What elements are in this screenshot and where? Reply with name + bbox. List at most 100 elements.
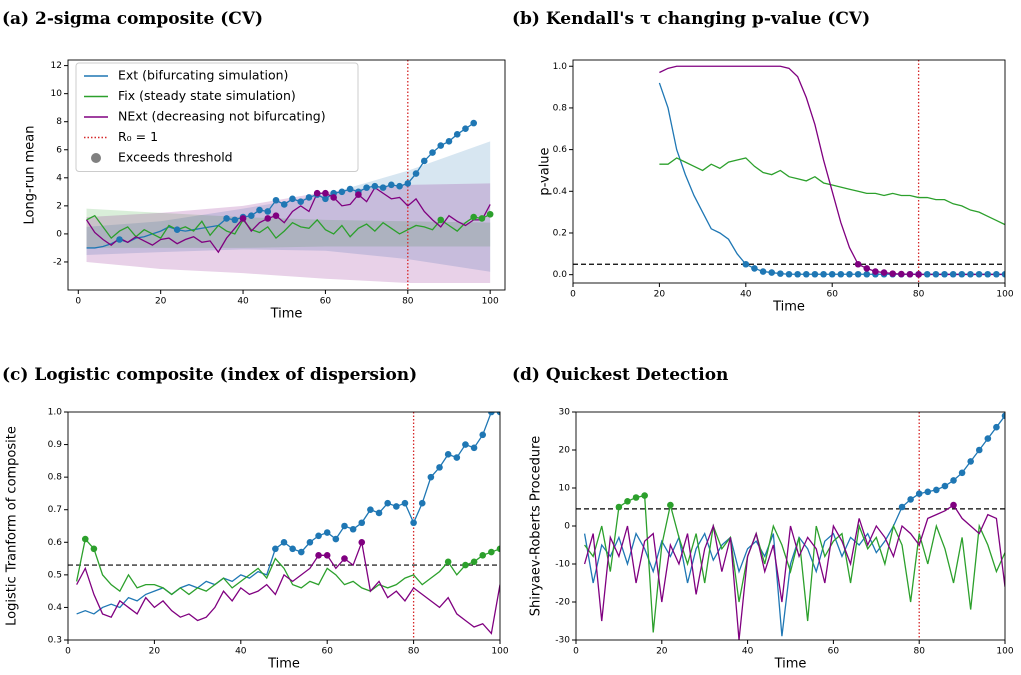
exceeds-marker bbox=[272, 545, 279, 553]
exceeds-marker bbox=[437, 142, 445, 149]
y-axis-label: Logistic Tranform of composite bbox=[5, 426, 20, 626]
exceeds-marker bbox=[837, 270, 845, 278]
exceeds-marker bbox=[412, 170, 420, 177]
exceeds-marker bbox=[410, 519, 417, 527]
exceeds-marker bbox=[898, 503, 906, 511]
x-tick-label: 20 bbox=[656, 647, 668, 657]
exceeds-marker bbox=[923, 270, 931, 278]
exceeds-marker bbox=[363, 184, 370, 191]
panel: (a) 2-sigma composite (CV)0 20 40 60 80 100-2… bbox=[2, 9, 506, 322]
x-tick-label: 100 bbox=[996, 290, 1013, 300]
panel-title: (a) 2-sigma composite (CV) bbox=[2, 9, 263, 29]
sigma-band bbox=[86, 208, 491, 248]
x-tick-label: 20 bbox=[155, 297, 167, 307]
panel: (b) Kendall's τ changing p-value (CV) 0 20… bbox=[512, 9, 1014, 315]
x-tick-label: 0 bbox=[75, 297, 81, 307]
exceeds-marker bbox=[984, 270, 992, 278]
exceeds-marker bbox=[932, 270, 940, 278]
exceeds-marker bbox=[751, 265, 758, 272]
exceeds-marker bbox=[479, 552, 487, 559]
exceeds-marker bbox=[315, 532, 322, 540]
x-tick-label: 80 bbox=[913, 647, 925, 657]
exceeds-marker bbox=[355, 191, 362, 198]
exceeds-marker bbox=[907, 496, 914, 503]
y-tick-label: 0.4 bbox=[48, 603, 63, 613]
exceeds-marker bbox=[872, 268, 879, 275]
exceeds-marker bbox=[264, 215, 272, 222]
exceeds-marker bbox=[247, 212, 255, 219]
y-tick-label: 10 bbox=[559, 484, 571, 494]
y-tick-label: 12 bbox=[51, 61, 62, 71]
y-tick-label: 0 bbox=[564, 522, 570, 532]
exceeds-marker bbox=[820, 270, 827, 278]
y-tick-label: -30 bbox=[555, 636, 570, 646]
y-tick-label: 10 bbox=[51, 89, 63, 99]
x-axis-label: Time bbox=[270, 307, 303, 322]
x-tick-label: 60 bbox=[321, 647, 333, 657]
exceeds-marker bbox=[444, 451, 452, 458]
exceeds-marker bbox=[239, 215, 247, 222]
exceeds-marker bbox=[289, 195, 296, 203]
exceeds-marker bbox=[759, 268, 767, 275]
exceeds-marker bbox=[330, 194, 337, 201]
exceeds-marker bbox=[393, 503, 400, 510]
exceeds-marker bbox=[915, 271, 922, 278]
exceeds-marker bbox=[297, 548, 305, 556]
exceeds-marker bbox=[958, 469, 966, 477]
exceeds-marker bbox=[272, 212, 280, 219]
x-tick-label: 40 bbox=[740, 290, 752, 300]
x-tick-label: 0 bbox=[65, 647, 71, 657]
panel: (c) Logistic composite (index of dispers… bbox=[2, 365, 509, 672]
exceeds-marker bbox=[470, 119, 477, 127]
exceeds-marker bbox=[404, 180, 412, 187]
exceeds-marker bbox=[478, 215, 486, 222]
series-line bbox=[659, 157, 1005, 226]
series-line bbox=[76, 539, 500, 635]
exceeds-marker bbox=[993, 270, 1000, 278]
exceeds-marker bbox=[950, 477, 957, 484]
y-tick-label: 0.0 bbox=[553, 270, 568, 280]
x-tick-label: 60 bbox=[320, 297, 332, 307]
legend-label: NExt (decreasing not bifurcating) bbox=[118, 109, 326, 124]
exceeds-marker bbox=[346, 185, 354, 193]
exceeds-marker bbox=[231, 216, 239, 224]
exceeds-marker bbox=[420, 157, 428, 165]
legend: Ext (bifurcating simulation) Fix (steady … bbox=[75, 62, 359, 172]
exceeds-marker bbox=[915, 490, 923, 498]
exceeds-marker bbox=[811, 270, 819, 278]
legend-box bbox=[75, 62, 359, 172]
plot-area bbox=[573, 60, 1005, 283]
exceeds-marker bbox=[173, 226, 181, 233]
exceeds-marker bbox=[828, 270, 836, 278]
exceeds-marker bbox=[470, 558, 478, 566]
exceeds-marker bbox=[315, 552, 322, 559]
series-line bbox=[76, 412, 500, 615]
series-line bbox=[85, 186, 491, 254]
y-tick-label: 0.8 bbox=[48, 473, 63, 483]
y-tick-label: 30 bbox=[559, 408, 571, 418]
exceeds-marker bbox=[462, 125, 469, 133]
exceeds-marker bbox=[349, 525, 357, 533]
panel-title: (c) Logistic composite (index of dispers… bbox=[2, 365, 417, 385]
exceeds-marker bbox=[863, 265, 871, 272]
exceeds-marker bbox=[322, 195, 329, 203]
exceeds-marker bbox=[322, 189, 329, 197]
exceeds-marker bbox=[223, 215, 230, 222]
y-tick-label: 6 bbox=[56, 145, 62, 155]
exceeds-marker bbox=[863, 270, 871, 278]
exceeds-marker bbox=[624, 498, 631, 505]
x-tick-label: 0 bbox=[570, 290, 576, 300]
panel-title: (d) Quickest Detection bbox=[512, 365, 728, 385]
exceeds-marker bbox=[332, 535, 340, 543]
y-tick-label: 20 bbox=[559, 446, 571, 456]
x-tick-label: 100 bbox=[482, 297, 499, 307]
x-tick-label: 0 bbox=[573, 647, 579, 657]
exceeds-marker bbox=[975, 270, 983, 278]
exceeds-marker bbox=[436, 464, 443, 471]
exceeds-marker bbox=[1001, 412, 1005, 420]
y-tick-label: 0.2 bbox=[553, 228, 567, 238]
exceeds-marker bbox=[444, 558, 452, 566]
exceeds-marker bbox=[742, 260, 750, 268]
exceeds-marker bbox=[794, 270, 801, 278]
